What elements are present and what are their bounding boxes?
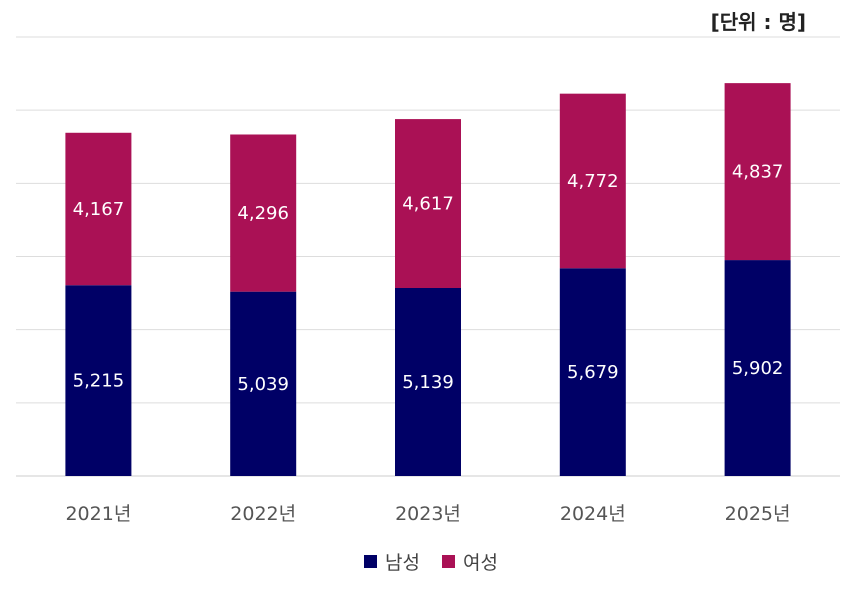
data-label-male-1: 5,215 [73, 371, 125, 392]
data-label-female-5: 4,837 [732, 162, 784, 183]
x-tick-label: 2021년 [65, 503, 131, 525]
data-label-female-2: 4,296 [237, 203, 289, 224]
x-tick-label: 2024년 [560, 503, 626, 525]
data-label-male-5: 5,902 [732, 358, 784, 379]
legend-label-male: 남성 [385, 552, 420, 574]
legend: 남성 여성 [0, 548, 854, 575]
bar-female-4 [559, 93, 626, 269]
bar-male-4 [559, 268, 626, 476]
bar-male-3 [395, 287, 461, 476]
legend-swatch-female [442, 555, 455, 568]
bar-female-5 [724, 83, 791, 261]
bar-female-2 [230, 134, 297, 292]
bar-male-5 [724, 260, 791, 476]
unit-label: [단위 : 명] [710, 10, 806, 34]
stacked-bar-chart: 5,215 4,167 2021년 5,039 4,296 2022년 5,139 4,617… [16, 36, 840, 525]
data-label-male-3: 5,139 [402, 372, 454, 393]
legend-swatch-male [364, 555, 378, 568]
bar-male-2 [230, 291, 297, 476]
data-label-female-4: 4,772 [567, 171, 619, 192]
data-label-female-1: 4,167 [73, 199, 125, 220]
legend-item-male: 남성 [364, 548, 420, 575]
bar-female-3 [395, 119, 461, 288]
data-label-male-2: 5,039 [237, 374, 289, 395]
legend-label-female: 여성 [463, 552, 498, 574]
data-label-female-3: 4,617 [402, 194, 454, 215]
bar-female-1 [65, 132, 132, 286]
legend-item-female: 여성 [442, 548, 498, 575]
x-tick-label: 2022년 [230, 503, 296, 525]
bar-male-1 [65, 285, 132, 476]
data-label-male-4: 5,679 [567, 362, 619, 383]
x-tick-label: 2023년 [395, 503, 461, 525]
x-tick-label: 2025년 [725, 503, 791, 525]
